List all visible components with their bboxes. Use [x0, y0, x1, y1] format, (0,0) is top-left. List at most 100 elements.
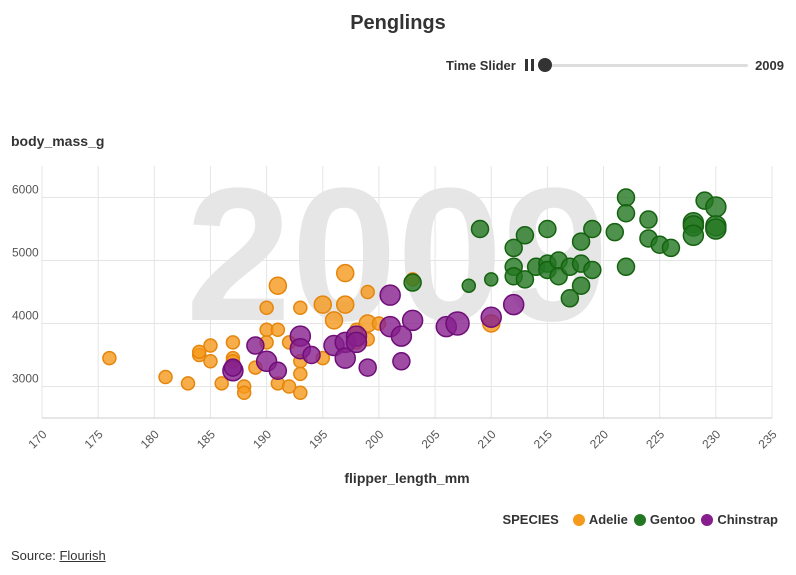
data-point-adelie: [360, 284, 375, 300]
chart-title: Penglings: [350, 12, 446, 34]
data-point-chinstrap: [358, 358, 377, 377]
source-note: Source: Flourish: [11, 548, 106, 563]
x-tick-label: 210: [475, 427, 499, 451]
x-axis-label: flipper_length_mm: [344, 470, 470, 486]
data-point-adelie: [214, 376, 229, 391]
data-point-chinstrap: [392, 352, 411, 371]
x-tick-label: 190: [250, 427, 274, 451]
data-point-gentoo: [403, 273, 422, 292]
y-axis-label: body_mass_g: [11, 133, 105, 149]
slider-handle[interactable]: [538, 58, 552, 72]
data-point-adelie: [191, 344, 207, 360]
data-point-adelie: [180, 376, 196, 391]
data-point-adelie: [293, 366, 308, 382]
data-point-chinstrap: [401, 309, 424, 332]
y-tick-label: 5000: [12, 246, 39, 260]
x-tick-label: 175: [82, 427, 106, 451]
legend-item-chinstrap[interactable]: Chinstrap: [701, 512, 778, 527]
data-point-gentoo: [583, 219, 602, 239]
data-point-gentoo: [682, 224, 705, 247]
x-tick-label: 185: [194, 427, 218, 451]
time-slider[interactable]: Time Slider 2009: [446, 57, 786, 75]
pause-icon: [531, 59, 534, 71]
data-point-chinstrap: [223, 358, 243, 377]
data-point-gentoo: [515, 226, 535, 245]
legend-swatch-gentoo: [633, 513, 646, 526]
data-point-gentoo: [461, 278, 477, 293]
data-point-adelie: [313, 295, 333, 314]
data-point-adelie: [225, 335, 241, 350]
data-point-gentoo: [616, 257, 636, 277]
data-point-adelie: [259, 300, 274, 315]
data-point-gentoo: [705, 218, 727, 240]
legend: SPECIES Adelie Gentoo Chinstrap: [502, 512, 778, 527]
data-point-gentoo: [571, 232, 591, 251]
data-point-adelie: [268, 276, 288, 295]
data-point-gentoo: [483, 272, 499, 287]
x-tick-label: 205: [419, 427, 443, 451]
data-point-gentoo: [616, 188, 636, 207]
data-point-gentoo: [515, 270, 535, 289]
x-tick-label: 195: [306, 427, 330, 451]
data-point-gentoo: [560, 289, 580, 308]
legend-item-adelie[interactable]: Adelie: [572, 512, 628, 527]
data-point-chinstrap: [345, 331, 368, 354]
data-point-gentoo: [583, 260, 602, 280]
legend-label-gentoo: Gentoo: [649, 512, 696, 527]
x-tick-label: 235: [755, 427, 779, 451]
x-tick-label: 220: [587, 427, 611, 451]
x-tick-label: 180: [138, 427, 162, 451]
data-point-chinstrap: [445, 311, 470, 336]
data-point-adelie: [293, 300, 308, 315]
legend-label-adelie: Adelie: [588, 512, 628, 527]
data-point-chinstrap: [302, 345, 321, 365]
x-tick-label: 200: [362, 427, 386, 451]
legend-label-chinstrap: Chinstrap: [717, 512, 778, 527]
y-tick-label: 6000: [12, 183, 39, 197]
data-point-chinstrap: [268, 361, 288, 380]
source-link[interactable]: Flourish: [59, 548, 106, 563]
data-point-chinstrap: [480, 306, 502, 328]
x-tick-label: 215: [531, 427, 555, 451]
data-point-gentoo: [571, 276, 591, 295]
data-point-gentoo: [504, 238, 523, 258]
data-point-chinstrap: [379, 284, 401, 306]
pause-button[interactable]: [524, 59, 536, 71]
data-point-gentoo: [705, 196, 727, 218]
data-point-chinstrap: [334, 347, 356, 369]
data-point-adelie: [236, 385, 252, 401]
data-point-gentoo: [616, 204, 636, 223]
data-point-gentoo: [639, 210, 658, 229]
x-tick-label: 225: [643, 427, 667, 451]
legend-swatch-chinstrap: [701, 513, 714, 526]
legend-swatch-adelie: [572, 513, 585, 526]
data-point-adelie: [203, 354, 218, 369]
data-point-adelie: [270, 322, 286, 338]
data-point-adelie: [158, 369, 173, 385]
data-point-adelie: [335, 263, 355, 283]
slider-track[interactable]: [544, 64, 748, 67]
data-point-gentoo: [605, 222, 625, 242]
pause-icon: [525, 59, 528, 71]
legend-item-gentoo[interactable]: Gentoo: [633, 512, 696, 527]
legend-title: SPECIES: [502, 512, 559, 527]
data-point-adelie: [102, 350, 117, 366]
data-point-chinstrap: [390, 325, 413, 347]
x-tick-label: 230: [699, 427, 723, 451]
data-point-chinstrap: [246, 336, 265, 355]
data-point-adelie: [335, 295, 355, 314]
slider-value: 2009: [755, 58, 784, 73]
data-point-chinstrap: [502, 293, 525, 316]
data-point-gentoo: [470, 219, 490, 239]
data-point-adelie: [293, 385, 308, 401]
data-point-gentoo: [538, 219, 557, 239]
y-tick-label: 3000: [12, 372, 39, 386]
data-point-adelie: [324, 311, 344, 330]
x-tick-label: 170: [25, 427, 49, 451]
data-point-adelie: [203, 338, 218, 353]
data-point-adelie: [281, 379, 297, 394]
data-point-gentoo: [661, 238, 681, 258]
y-tick-label: 4000: [12, 309, 39, 323]
time-slider-label: Time Slider: [446, 58, 516, 73]
